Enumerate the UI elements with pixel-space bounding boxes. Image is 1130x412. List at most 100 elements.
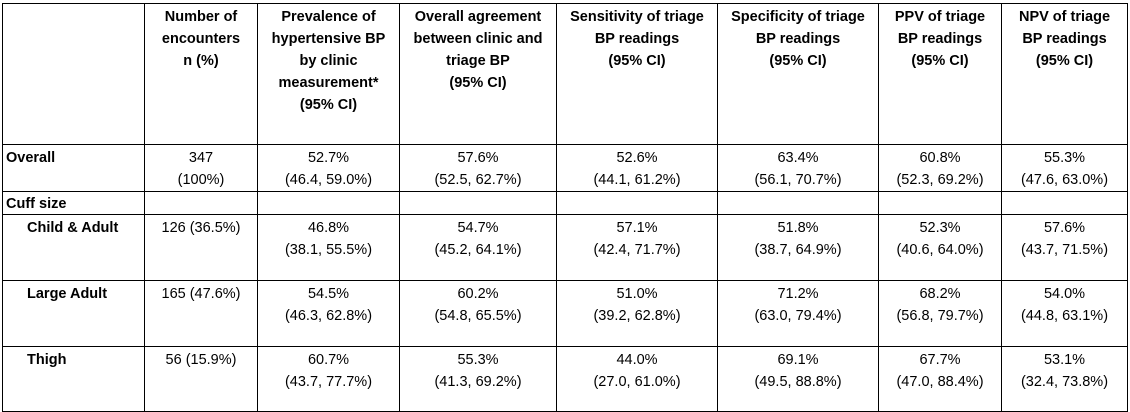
- cell-value: 51.0%: [616, 286, 658, 302]
- cell-ci: (47.0, 88.4%): [896, 374, 984, 390]
- cell-value: 57.6%: [1043, 220, 1086, 236]
- cell-prevalence: 52.7% (46.4, 59.0%): [257, 144, 400, 192]
- table-row-cuff-size: Cuff size: [2, 191, 1128, 215]
- cell-value: 67.7%: [919, 352, 961, 368]
- cell-ci: (27.0, 61.0%): [593, 374, 681, 390]
- cell-ci: (43.7, 71.5%): [1020, 242, 1109, 258]
- empty-cell: [556, 191, 718, 215]
- empty-cell: [878, 191, 1002, 215]
- cell-npv: 55.3% (47.6, 63.0%): [1001, 144, 1128, 192]
- cell-ppv: 68.2% (56.8, 79.7%): [878, 280, 1002, 347]
- cell-value: 71.2%: [777, 286, 819, 302]
- cell-ci: (46.4, 59.0%): [284, 172, 373, 188]
- cell-value: 46.8%: [307, 220, 350, 236]
- cell-value: 54.7%: [457, 220, 499, 236]
- header-line: BP readings: [755, 31, 841, 47]
- cell-ci: (52.5, 62.7%): [434, 172, 522, 188]
- cell-value: 60.8%: [919, 150, 961, 166]
- cell-ppv: 60.8% (52.3, 69.2%): [878, 144, 1002, 192]
- header-line: encounters: [161, 31, 241, 47]
- cell-prevalence: 54.5% (46.3, 62.8%): [257, 280, 400, 347]
- header-cell-agreement: Overall agreement between clinic and tri…: [399, 3, 557, 145]
- cell-value: 55.3%: [1043, 150, 1086, 166]
- empty-cell: [144, 191, 258, 215]
- cell-ci: (49.5, 88.8%): [754, 374, 842, 390]
- cell-agreement: 55.3% (41.3, 69.2%): [399, 346, 557, 412]
- cell-npv: 57.6% (43.7, 71.5%): [1001, 214, 1128, 281]
- cell-ci: (32.4, 73.8%): [1020, 374, 1109, 390]
- cell-npv: 53.1% (32.4, 73.8%): [1001, 346, 1128, 412]
- header-line: Overall agreement: [414, 9, 542, 25]
- empty-cell: [257, 191, 400, 215]
- header-line: Sensitivity of triage: [570, 9, 704, 25]
- cell-value: 44.0%: [616, 352, 658, 368]
- cell-value: 69.1%: [777, 352, 819, 368]
- row-label: Cuff size: [2, 191, 145, 215]
- cell-value: 54.5%: [307, 286, 350, 302]
- cell-value: 54.0%: [1043, 286, 1086, 302]
- header-cell-prevalence: Prevalence of hypertensive BP by clinic …: [257, 3, 400, 145]
- cell-ci: (45.2, 64.1%): [434, 242, 522, 258]
- header-line: by clinic: [299, 53, 358, 69]
- header-line: NPV of triage: [1018, 9, 1111, 25]
- header-line: Prevalence of: [281, 9, 376, 25]
- cell-value: 57.1%: [616, 220, 658, 236]
- header-line: PPV of triage: [894, 9, 986, 25]
- header-cell-sensitivity: Sensitivity of triage BP readings (95% C…: [556, 3, 718, 145]
- cell-ci: (42.4, 71.7%): [593, 242, 681, 258]
- header-cell-ppv: PPV of triage BP readings (95% CI): [878, 3, 1002, 145]
- header-line: (95% CI): [911, 53, 969, 69]
- cell-sensitivity: 44.0% (27.0, 61.0%): [556, 346, 718, 412]
- cell-specificity: 63.4% (56.1, 70.7%): [717, 144, 879, 192]
- cell-specificity: 51.8% (38.7, 64.9%): [717, 214, 879, 281]
- cell-value: 52.7%: [307, 150, 350, 166]
- cell-value: 126 (36.5%): [161, 220, 241, 236]
- cell-value: 347: [188, 150, 214, 166]
- table-row-child-adult: Child & Adult 126 (36.5%) 46.8% (38.1, 55…: [2, 214, 1128, 281]
- cell-value: 53.1%: [1043, 352, 1086, 368]
- bp-agreement-table: Number of encounters n (%) Prevalence of…: [2, 3, 1128, 412]
- header-line: n (%): [183, 53, 219, 69]
- cell-value: 60.2%: [457, 286, 499, 302]
- cell-ppv: 52.3% (40.6, 64.0%): [878, 214, 1002, 281]
- cell-value: 57.6%: [457, 150, 499, 166]
- cell-encounters: 347 (100%): [144, 144, 258, 192]
- cell-encounters: 56 (15.9%): [144, 346, 258, 412]
- cell-value: 52.3%: [919, 220, 961, 236]
- header-line: (95% CI): [299, 97, 358, 113]
- header-line: BP readings: [1022, 31, 1107, 47]
- cell-prevalence: 46.8% (38.1, 55.5%): [257, 214, 400, 281]
- cell-agreement: 57.6% (52.5, 62.7%): [399, 144, 557, 192]
- cell-agreement: 54.7% (45.2, 64.1%): [399, 214, 557, 281]
- cell-ppv: 67.7% (47.0, 88.4%): [878, 346, 1002, 412]
- cell-value: 55.3%: [457, 352, 499, 368]
- cell-ci: (44.1, 61.2%): [593, 172, 681, 188]
- header-line: hypertensive BP: [271, 31, 386, 47]
- header-cell-corner: [2, 3, 145, 145]
- cell-ci: (54.8, 65.5%): [434, 308, 522, 324]
- row-label: Thigh: [2, 346, 145, 412]
- header-line: between clinic and: [413, 31, 543, 47]
- cell-specificity: 71.2% (63.0, 79.4%): [717, 280, 879, 347]
- header-line: Specificity of triage: [731, 9, 865, 25]
- cell-ci: (39.2, 62.8%): [593, 308, 681, 324]
- header-line: (95% CI): [769, 53, 827, 69]
- table-row-thigh: Thigh 56 (15.9%) 60.7% (43.7, 77.7%) 55.3…: [2, 346, 1128, 412]
- cell-sensitivity: 57.1% (42.4, 71.7%): [556, 214, 718, 281]
- header-line: BP readings: [897, 31, 983, 47]
- cell-encounters: 126 (36.5%): [144, 214, 258, 281]
- cell-sensitivity: 52.6% (44.1, 61.2%): [556, 144, 718, 192]
- cell-npv: 54.0% (44.8, 63.1%): [1001, 280, 1128, 347]
- table-row-large-adult: Large Adult 165 (47.6%) 54.5% (46.3, 62.8…: [2, 280, 1128, 347]
- cell-ci: (100%): [177, 172, 225, 188]
- cell-value: 165 (47.6%): [161, 286, 241, 302]
- header-line: Number of: [164, 9, 238, 25]
- cell-ci: (46.3, 62.8%): [284, 308, 373, 324]
- cell-ci: (44.8, 63.1%): [1020, 308, 1109, 324]
- table-row-overall: Overall 347 (100%) 52.7% (46.4, 59.0%) 57.…: [2, 144, 1128, 192]
- header-line: measurement*: [278, 75, 379, 91]
- cell-ci: (40.6, 64.0%): [896, 242, 984, 258]
- header-line: (95% CI): [608, 53, 666, 69]
- header-line: BP readings: [594, 31, 680, 47]
- cell-ci: (38.1, 55.5%): [284, 242, 373, 258]
